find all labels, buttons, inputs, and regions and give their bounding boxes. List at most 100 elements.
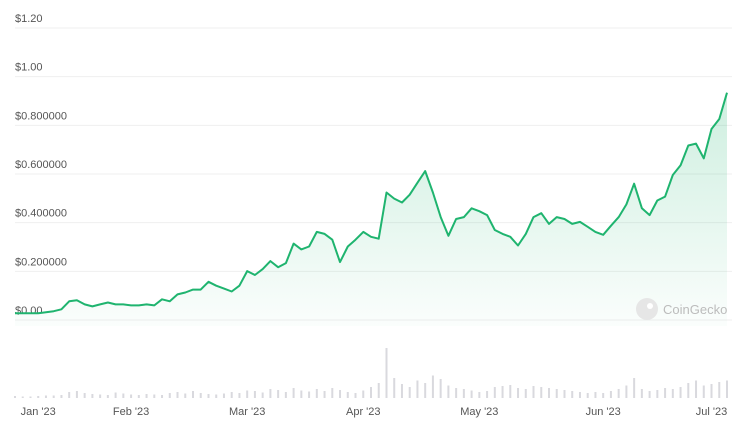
volume-bar: [702, 385, 705, 398]
volume-bar: [532, 386, 535, 398]
volume-bar: [277, 390, 280, 398]
volume-bar: [617, 389, 620, 398]
volume-bar: [478, 392, 481, 398]
volume-bar: [563, 390, 566, 398]
x-tick-label: Jul '23: [696, 406, 727, 418]
volume-bar: [455, 388, 458, 398]
volume-bar: [161, 395, 164, 398]
volume-bar: [222, 393, 225, 398]
volume-bar: [145, 394, 148, 398]
volume-bar: [571, 391, 574, 398]
y-tick-label: $1.00: [15, 62, 43, 74]
volume-bar: [199, 393, 202, 398]
volume-bar: [594, 392, 597, 398]
volume-bar: [524, 389, 527, 398]
volume-bar: [439, 379, 442, 398]
volume-bar: [586, 393, 589, 398]
volume-bar: [153, 394, 156, 398]
volume-bar: [339, 390, 342, 398]
volume-bar: [633, 378, 636, 398]
volume-bar: [99, 394, 102, 398]
volume-bar: [130, 394, 133, 398]
volume-bar: [625, 385, 628, 398]
volume-bar: [648, 391, 651, 398]
volume-bar: [52, 395, 55, 398]
volume-bar: [68, 392, 71, 398]
price-line: [15, 92, 728, 315]
volume-bar: [192, 391, 194, 398]
volume-bar: [517, 388, 520, 398]
volume-bar: [114, 392, 117, 398]
watermark: CoinGecko: [636, 298, 727, 320]
volume-bar: [548, 388, 550, 398]
volume-bar: [269, 389, 272, 398]
volume-bar: [501, 386, 504, 398]
y-tick-label: $1.20: [15, 13, 43, 25]
volume-bar: [447, 385, 450, 398]
volume-bar: [246, 390, 249, 398]
volume-bar: [710, 384, 713, 398]
volume-bar: [540, 387, 543, 398]
x-tick-label: May '23: [460, 406, 498, 418]
volume-bar: [377, 383, 380, 398]
volume-bar: [261, 392, 264, 398]
volume-bar: [284, 392, 287, 398]
volume-bar: [308, 391, 311, 398]
price-area: [15, 92, 727, 326]
volume-bar: [14, 396, 16, 398]
volume-bar: [176, 392, 179, 398]
volume-bar: [215, 394, 218, 398]
volume-bar: [470, 390, 473, 398]
x-tick-label: Apr '23: [346, 406, 381, 418]
volume-bar: [60, 395, 63, 398]
volume-bar: [238, 393, 241, 398]
y-tick-label: $0.800000: [15, 110, 67, 122]
volume-bar: [695, 380, 698, 398]
volume-bar: [393, 378, 396, 398]
volume-bar: [137, 395, 140, 398]
volume-bar: [400, 384, 403, 398]
volume-bar: [726, 380, 728, 398]
volume-bar: [21, 396, 24, 398]
volume-bar: [679, 387, 682, 398]
volume-bar: [718, 382, 721, 398]
volume-bar: [486, 391, 489, 398]
x-tick-label: Jan '23: [21, 406, 56, 418]
y-tick-label: $0.600000: [15, 159, 67, 171]
volume-bar: [323, 391, 326, 398]
volume-bar: [292, 388, 295, 398]
volume-bar: [687, 383, 690, 398]
volume-bar: [37, 396, 40, 398]
volume-bar: [346, 392, 349, 398]
volume-bar: [671, 389, 674, 398]
volume-bar: [106, 395, 109, 398]
volume-bar: [207, 394, 210, 398]
y-tick-label: $0.400000: [15, 208, 67, 220]
volume-bar: [431, 375, 434, 398]
watermark-text: CoinGecko: [663, 302, 727, 317]
volume-bar: [555, 389, 558, 398]
volume-bar: [609, 391, 612, 398]
volume-bar: [168, 393, 171, 398]
volume-bar: [44, 395, 47, 398]
volume-bar: [300, 390, 303, 398]
x-tick-label: Mar '23: [229, 406, 265, 418]
volume-bar: [122, 393, 125, 398]
volume-bar: [664, 388, 667, 398]
volume-bar: [253, 391, 256, 398]
volume-bar: [385, 348, 388, 398]
y-tick-label: $0.200000: [15, 256, 67, 268]
volume-bar: [230, 392, 233, 398]
volume-bar: [656, 390, 659, 398]
volume-bar: [331, 388, 334, 398]
volume-bar: [315, 389, 318, 398]
volume-bar: [184, 393, 187, 398]
volume-bar: [424, 383, 427, 398]
volume-bar: [493, 387, 496, 398]
volume-bar: [462, 389, 465, 398]
volume-bar: [602, 393, 605, 398]
volume-bar: [29, 396, 32, 398]
volume-bar: [578, 392, 581, 398]
volume-bar: [509, 385, 512, 398]
